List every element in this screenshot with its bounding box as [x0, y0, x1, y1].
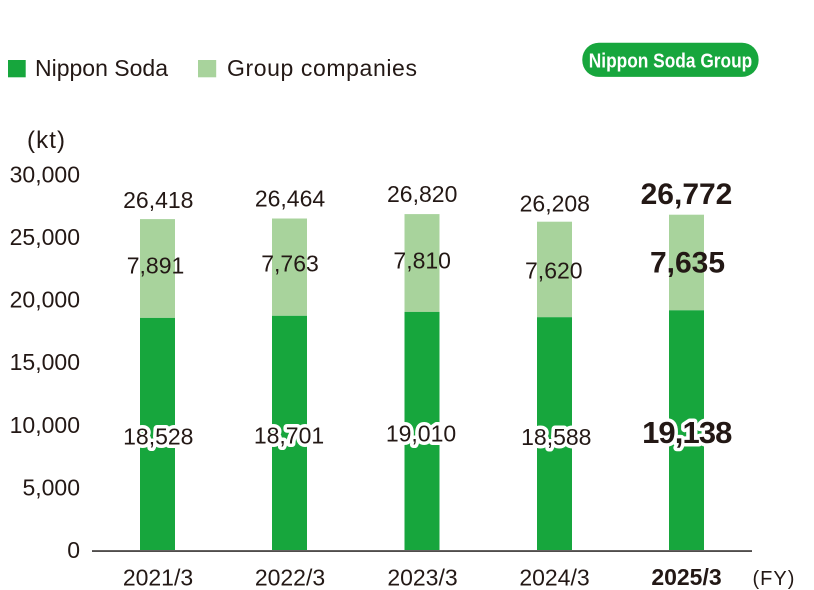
svg-text:(FY): (FY) — [753, 568, 796, 590]
svg-text:Nippon Soda: Nippon Soda — [35, 55, 168, 81]
svg-text:19,138: 19,138 — [642, 415, 732, 450]
svg-text:2023/3: 2023/3 — [387, 565, 457, 590]
svg-text:15,000: 15,000 — [10, 349, 80, 375]
svg-text:2024/3: 2024/3 — [519, 565, 589, 590]
svg-text:Group companies: Group companies — [227, 55, 418, 81]
svg-text:5,000: 5,000 — [22, 474, 80, 500]
svg-text:2025/3: 2025/3 — [651, 564, 721, 590]
svg-text:10,000: 10,000 — [10, 412, 80, 438]
svg-text:7,620: 7,620 — [525, 258, 583, 284]
svg-text:7,810: 7,810 — [393, 248, 451, 274]
svg-text:20,000: 20,000 — [10, 287, 80, 313]
svg-text:2022/3: 2022/3 — [255, 565, 325, 590]
svg-text:18,588: 18,588 — [521, 424, 591, 450]
svg-text:2021/3: 2021/3 — [123, 565, 193, 590]
svg-text:18,701: 18,701 — [254, 423, 324, 449]
svg-text:26,418: 26,418 — [123, 187, 193, 213]
svg-text:25,000: 25,000 — [10, 224, 80, 250]
svg-text:7,763: 7,763 — [261, 250, 319, 276]
svg-text:Nippon Soda Group: Nippon Soda Group — [589, 50, 753, 73]
svg-text:19,010: 19,010 — [386, 421, 456, 447]
svg-text:26,772: 26,772 — [641, 178, 733, 211]
svg-text:18,528: 18,528 — [123, 423, 193, 449]
svg-text:26,208: 26,208 — [520, 191, 590, 217]
svg-text:30,000: 30,000 — [10, 161, 80, 187]
svg-text:0: 0 — [67, 537, 80, 563]
svg-text:26,820: 26,820 — [387, 181, 457, 207]
svg-text:26,464: 26,464 — [255, 186, 326, 212]
svg-text:7,891: 7,891 — [127, 252, 185, 278]
svg-text:(kt): (kt) — [27, 127, 66, 154]
svg-text:7,635: 7,635 — [650, 247, 725, 280]
